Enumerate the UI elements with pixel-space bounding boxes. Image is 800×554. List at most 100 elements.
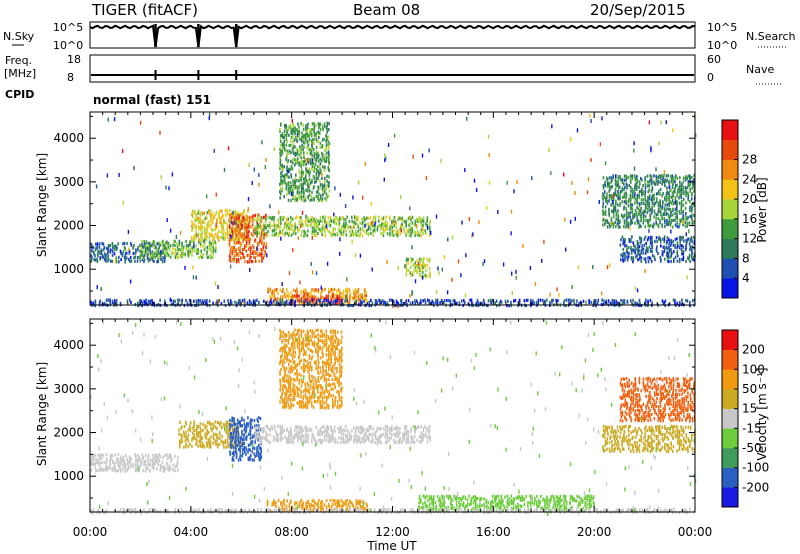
echo-cell [210, 244, 212, 248]
echo-cell [513, 299, 515, 303]
echo-cell [187, 244, 190, 248]
echo-cell [682, 213, 685, 217]
echo-cell [290, 131, 292, 135]
echo-cell [653, 255, 656, 259]
echo-cell [290, 165, 293, 169]
echo-cell [271, 215, 274, 220]
echo-cell [663, 240, 666, 244]
echo-cell [208, 116, 210, 121]
echo-cell [201, 211, 204, 215]
echo-cell [604, 209, 607, 213]
echo-cell [157, 241, 160, 245]
echo-cell [306, 301, 309, 305]
echo-cell [205, 215, 208, 219]
echo-cell [602, 197, 604, 201]
echo-cell [233, 440, 236, 444]
echo-cell [376, 225, 379, 229]
echo-cell [319, 215, 322, 220]
echo-cell [318, 298, 320, 302]
echo-cell [135, 250, 137, 254]
echo-cell [313, 165, 316, 169]
echo-cell [611, 194, 614, 199]
echo-cell [647, 223, 649, 227]
echo-cell [242, 448, 244, 452]
echo-cell [230, 220, 233, 225]
echo-cell [300, 299, 303, 303]
echo-cell [426, 274, 428, 278]
echo-cell [235, 258, 238, 262]
echo-cell [686, 224, 689, 228]
echo-cell [230, 238, 233, 242]
echo-cell [355, 425, 358, 429]
echo-cell [231, 451, 234, 455]
echo-cell [146, 246, 149, 250]
echo-cell [319, 183, 322, 187]
echo-cell [441, 267, 443, 272]
echo-cell [289, 181, 292, 185]
echo-cell [258, 434, 260, 438]
echo-cell [680, 244, 683, 248]
echo-cell [284, 231, 287, 235]
echo-cell [285, 222, 288, 226]
echo-cell [317, 226, 319, 230]
echo-cell [664, 203, 667, 207]
echo-cell [300, 425, 302, 429]
echo-cell [246, 236, 248, 240]
echo-cell [286, 173, 288, 177]
echo-cell [242, 255, 244, 259]
echo-cell [120, 251, 122, 255]
echo-cell [353, 438, 355, 442]
echo-cell [672, 128, 674, 133]
echo-cell [149, 255, 151, 259]
echo-cell [171, 172, 174, 177]
echo-cell [403, 435, 406, 439]
echo-cell [625, 182, 628, 186]
echo-cell [293, 294, 296, 298]
echo-cell [299, 280, 301, 285]
echo-cell [666, 236, 669, 240]
echo-cell [238, 420, 240, 425]
echo-cell [606, 265, 609, 270]
echo-cell [311, 153, 313, 157]
echo-cell [294, 132, 296, 136]
echo-cell [691, 247, 693, 251]
echo-cell [617, 301, 619, 305]
echo-cell [301, 222, 303, 226]
echo-cell [360, 301, 362, 305]
echo-cell [410, 231, 412, 235]
echo-cell [214, 248, 216, 252]
echo-cell [308, 137, 311, 141]
echo-cell [292, 145, 295, 149]
echo-cell [613, 197, 615, 202]
echo-cell [265, 231, 268, 235]
echo-cell [644, 203, 647, 207]
echo-cell [305, 291, 307, 295]
echo-cell [627, 200, 629, 204]
echo-cell [239, 241, 242, 245]
echo-cell [248, 230, 250, 234]
echo-cell [336, 218, 339, 222]
echo-cell [634, 176, 636, 180]
echo-cell [317, 223, 319, 227]
echo-cell [435, 300, 437, 304]
echo-cell [320, 285, 322, 290]
echo-cell [308, 169, 311, 173]
echo-cell [676, 206, 678, 210]
echo-cell [344, 439, 347, 443]
echo-cell [328, 128, 330, 132]
echo-cell [296, 292, 298, 296]
echo-cell [351, 219, 353, 223]
echo-cell [359, 436, 361, 440]
echo-cell [285, 143, 288, 147]
echo-cell [237, 458, 240, 462]
echo-cell [344, 429, 346, 433]
echo-cell [634, 209, 637, 213]
echo-cell [426, 263, 429, 268]
echo-cell [94, 453, 96, 457]
echo-cell [325, 433, 327, 437]
echo-cell [663, 300, 666, 304]
echo-cell [571, 299, 573, 303]
echo-cell [141, 453, 144, 457]
echo-cell [693, 203, 695, 208]
freq-panel [89, 54, 696, 83]
